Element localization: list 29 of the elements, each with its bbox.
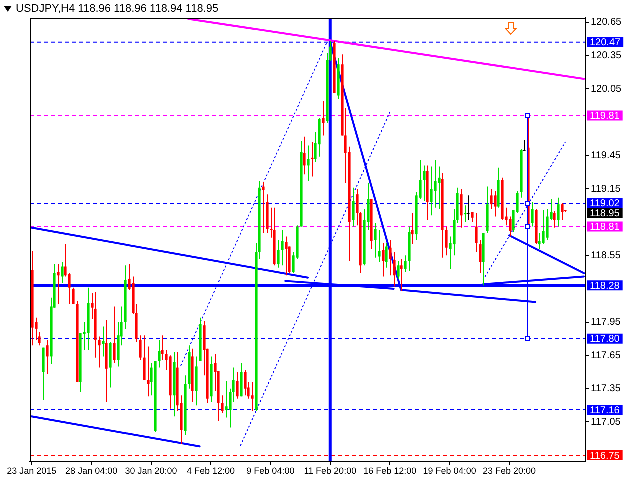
x-tick-label: 30 Jan 20:00 xyxy=(125,466,178,476)
ref-line-label: 119.81 xyxy=(590,110,620,122)
x-tick-label: 23 Jan 2015 xyxy=(7,466,57,476)
text: 118.95 xyxy=(590,208,620,220)
ref-line-label: 119.02 xyxy=(590,198,620,210)
x-tick-label: 23 Feb 20:00 xyxy=(482,466,536,476)
x-tick-label: 11 Feb 20:00 xyxy=(304,466,357,476)
ref-line-label: 117.80 xyxy=(590,334,620,346)
x-tick-label: 9 Feb 04:00 xyxy=(246,466,295,476)
y-tick-label: 119.45 xyxy=(591,150,622,162)
ref-line-label: 118.28 xyxy=(590,280,620,292)
y-tick-label: 119.15 xyxy=(591,184,622,195)
x-tick-label: 19 Feb 04:00 xyxy=(423,466,476,476)
x-tick-label: 16 Feb 12:00 xyxy=(364,466,417,476)
y-tick-label: 117.95 xyxy=(591,317,622,328)
ref-line-label: 116.75 xyxy=(590,450,620,462)
ref-line-label: 120.47 xyxy=(590,38,622,49)
y-tick-label: 120.35 xyxy=(591,50,622,62)
y-tick-label: 118.55 xyxy=(591,250,622,262)
x-tick-label: 4 Feb 12:00 xyxy=(186,466,236,476)
y-tick-label: 117.35 xyxy=(591,384,622,395)
ref-line-label: 118.81 xyxy=(590,222,620,234)
x-tick-label: 28 Jan 04:00 xyxy=(66,466,118,476)
chart-title: USDJPY,H4 118.96 118.96 118.94 118.95 xyxy=(16,3,219,15)
y-tick-label: 120.65 xyxy=(591,17,622,28)
y-tick-label: 120.05 xyxy=(591,84,622,95)
y-tick-label: 117.05 xyxy=(591,416,622,428)
y-tick-label: 117.65 xyxy=(591,350,622,362)
ref-line-label: 117.16 xyxy=(590,405,620,416)
